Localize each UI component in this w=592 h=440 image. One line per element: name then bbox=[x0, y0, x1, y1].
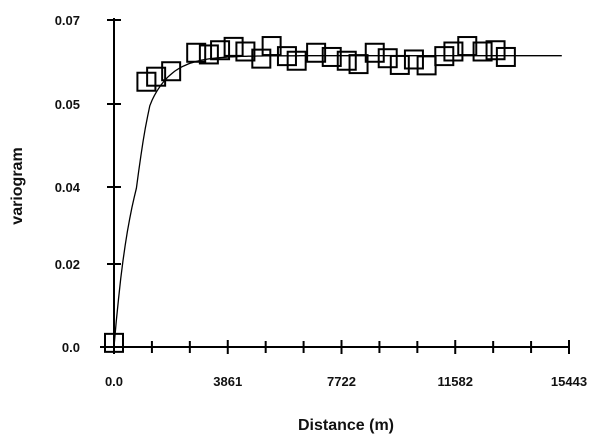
variogram-point bbox=[443, 41, 464, 62]
y-axis-title: variogram bbox=[9, 147, 26, 224]
y-tick-label: 0.02 bbox=[55, 257, 80, 272]
y-tick-label: 0.0 bbox=[62, 340, 80, 355]
x-tick-label: 15443 bbox=[551, 374, 587, 389]
variogram-point bbox=[161, 61, 182, 82]
variogram-point bbox=[306, 42, 327, 63]
variogram-point bbox=[251, 48, 272, 69]
variogram-point bbox=[472, 41, 493, 62]
variogram-point bbox=[223, 36, 244, 57]
chart-tick-labels: 0.0 3861 7722 11582 15443 0.0 0.02 0.04 0.05 0.07 bbox=[55, 13, 587, 389]
variogram-point bbox=[146, 66, 167, 87]
variogram-point bbox=[495, 46, 516, 67]
x-axis-title: Distance (m) bbox=[298, 417, 394, 434]
y-tick-label: 0.05 bbox=[55, 97, 80, 112]
variogram-point bbox=[104, 332, 124, 353]
variogram-point bbox=[485, 40, 506, 61]
variogram-point bbox=[416, 55, 437, 76]
x-tick-label: 0.0 bbox=[105, 374, 123, 389]
variogram-point bbox=[348, 54, 369, 75]
variogram-point bbox=[389, 54, 410, 75]
y-tick-label: 0.04 bbox=[55, 180, 81, 195]
variogram-point bbox=[321, 46, 342, 67]
variogram-point bbox=[261, 36, 282, 57]
chart-ticks bbox=[107, 19, 570, 354]
variogram-model-curve bbox=[113, 55, 562, 348]
variogram-point bbox=[186, 42, 207, 63]
variogram-point bbox=[403, 49, 424, 70]
variogram-point bbox=[286, 50, 307, 71]
variogram-point bbox=[336, 50, 357, 71]
variogram-point bbox=[457, 36, 478, 57]
x-tick-label: 7722 bbox=[327, 374, 356, 389]
variogram-point bbox=[364, 42, 385, 63]
variogram-point bbox=[377, 48, 398, 69]
variogram-point bbox=[235, 41, 256, 62]
variogram-point bbox=[210, 40, 231, 61]
experimental-variogram-points bbox=[104, 36, 516, 353]
y-tick-label: 0.07 bbox=[55, 13, 80, 28]
x-tick-label: 11582 bbox=[438, 374, 473, 389]
chart-axes bbox=[100, 18, 569, 348]
x-tick-label: 3861 bbox=[213, 374, 242, 389]
variogram-point bbox=[198, 44, 219, 65]
